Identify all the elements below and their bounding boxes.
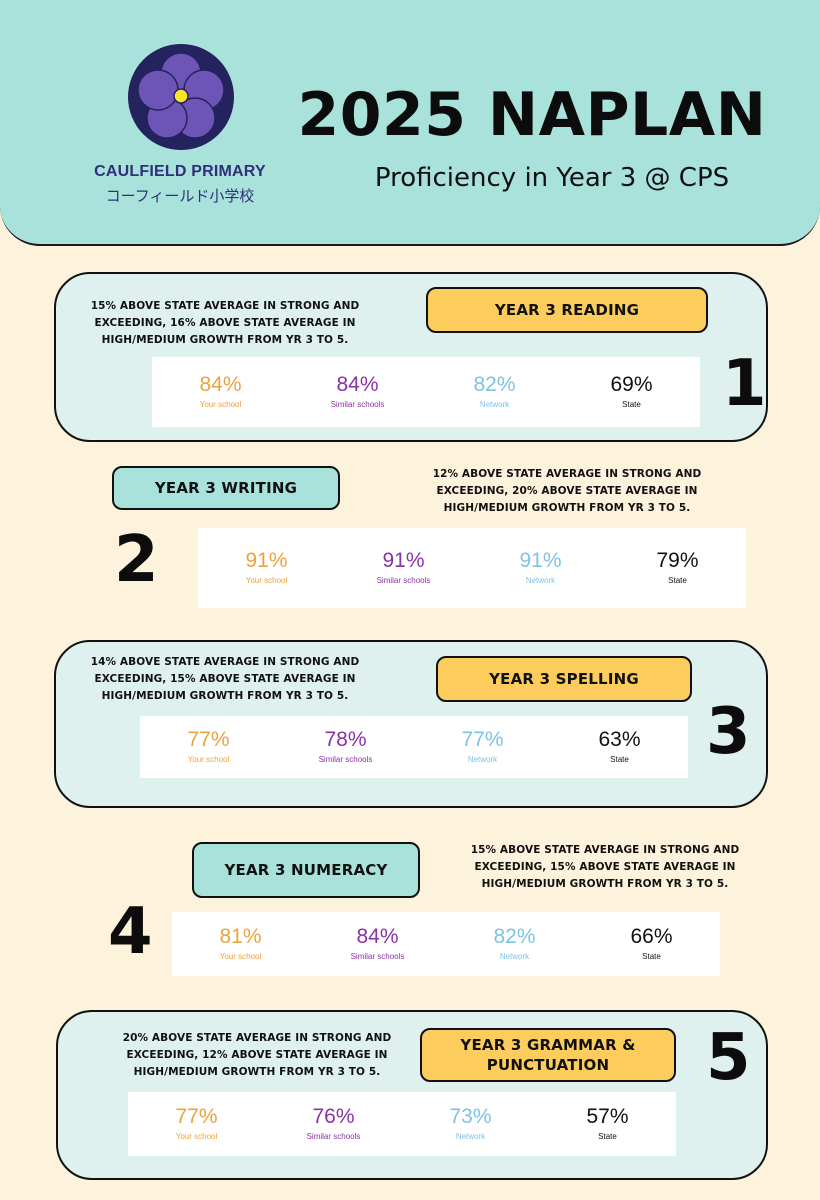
school-name-japanese: コーフィールド小学校 [105,188,255,205]
violet-flower-icon [128,44,234,150]
stat-similar-schools: 76% Similar schools [306,1105,361,1141]
section-description: 15% ABOVE STATE AVERAGE IN STRONG AND EX… [470,844,740,890]
stat-state: 69% State [610,373,653,409]
section-title-reading: YEAR 3 READING [426,287,708,333]
stats-row-numeracy: 81% Your school 84% Similar schools 82% Net… [172,912,720,976]
section-number: 4 [108,895,153,969]
section-description: 20% ABOVE STATE AVERAGE IN STRONG AND EX… [122,1032,392,1078]
section-number: 2 [114,523,159,597]
stat-your-school: 84% Your school [199,373,242,409]
stat-state: 66% State [630,925,673,961]
stats-row-grammar-punctuation: 77% Your school 76% Similar schools 73% Net… [128,1092,676,1156]
page-title: 2025 NAPLAN [297,80,767,150]
section-description: 14% ABOVE STATE AVERAGE IN STRONG AND EX… [90,656,360,702]
stat-similar-schools: 84% Similar schools [330,373,385,409]
stat-network: 91% Network [519,549,562,585]
stat-network: 73% Network [449,1105,492,1141]
section-number: 5 [706,1021,751,1095]
stat-network: 82% Network [493,925,536,961]
stat-network: 82% Network [473,373,516,409]
stat-your-school: 77% Your school [175,1105,218,1141]
stats-row-reading: 84% Your school 84% Similar schools 82% Net… [152,357,700,427]
stat-your-school: 91% Your school [245,549,288,585]
section-title-grammar-punctuation: YEAR 3 GRAMMAR & PUNCTUATION [420,1028,676,1082]
section-number: 3 [706,695,751,769]
section-title-writing: YEAR 3 WRITING [112,466,340,510]
section-title-spelling: YEAR 3 SPELLING [436,656,692,702]
stat-state: 57% State [586,1105,629,1141]
stat-network: 77% Network [461,728,504,764]
school-name: CAULFIELD PRIMARY [94,163,266,180]
stats-row-spelling: 77% Your school 78% Similar schools 77% Net… [140,716,688,778]
stat-your-school: 81% Your school [219,925,262,961]
stat-similar-schools: 91% Similar schools [376,549,431,585]
stat-state: 63% State [598,728,641,764]
section-title-numeracy: YEAR 3 NUMERACY [192,842,420,898]
section-number: 1 [722,347,767,421]
stat-your-school: 77% Your school [187,728,230,764]
header-banner: CAULFIELD PRIMARY コーフィールド小学校 2025 NAPLAN… [0,0,820,246]
page-subtitle: Proficiency in Year 3 @ CPS [374,163,730,193]
stat-state: 79% State [656,549,699,585]
stat-similar-schools: 84% Similar schools [350,925,405,961]
stat-similar-schools: 78% Similar schools [318,728,373,764]
section-description: 15% ABOVE STATE AVERAGE IN STRONG AND EX… [90,300,360,346]
section-description: 12% ABOVE STATE AVERAGE IN STRONG AND EX… [432,468,702,514]
stats-row-writing: 91% Your school 91% Similar schools 91% Net… [198,528,746,608]
